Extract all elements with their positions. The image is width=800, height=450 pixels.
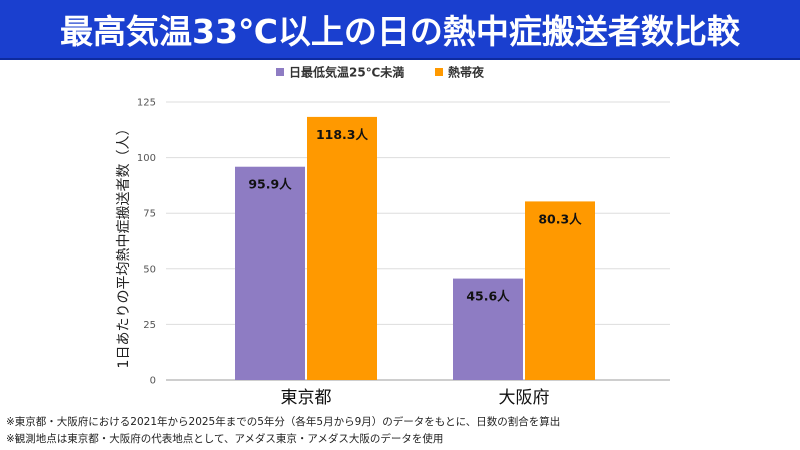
bar-tropical-night-osaka: [525, 201, 595, 380]
footnote-data-source: ※東京都・大阪府における2021年から2025年までの5年分（各年5月から9月）…: [6, 416, 561, 428]
x-category-label: 東京都: [281, 388, 332, 408]
chart-title: 最高気温33℃以上の日の熱中症搬送者数比較: [60, 12, 740, 51]
legend-label-below-25c: 日最低気温25℃未満: [289, 65, 404, 80]
legend-swatch-below-25c: [276, 68, 284, 76]
legend-label-tropical-night: 熱帯夜: [448, 65, 485, 80]
y-tick-label: 50: [143, 264, 156, 275]
bar-below-25c-tokyo: [235, 166, 305, 380]
title-underline: [0, 58, 800, 60]
footnote-observation-points: ※観測地点は東京都・大阪府の代表地点として、アメダス東京・アメダス大阪のデータを…: [6, 433, 444, 445]
y-tick-label: 75: [143, 209, 156, 220]
data-label: 80.3人: [538, 211, 582, 226]
y-tick-label: 0: [150, 376, 156, 387]
title-banner: 最高気温33℃以上の日の熱中症搬送者数比較: [0, 0, 800, 58]
legend-swatch-tropical-night: [435, 68, 443, 76]
y-axis-title: 1日あたりの平均熱中症搬送者数（人）: [116, 122, 132, 369]
data-label: 118.3人: [316, 127, 369, 142]
bar-tropical-night-tokyo: [307, 116, 377, 380]
y-tick-label: 125: [137, 98, 156, 109]
x-category-label: 大阪府: [499, 388, 550, 408]
data-label: 95.9人: [248, 177, 292, 192]
y-tick-label: 25: [143, 320, 156, 331]
y-tick-label: 100: [137, 153, 156, 164]
data-label: 45.6人: [466, 289, 510, 304]
bar-below-25c-osaka: [453, 278, 523, 380]
